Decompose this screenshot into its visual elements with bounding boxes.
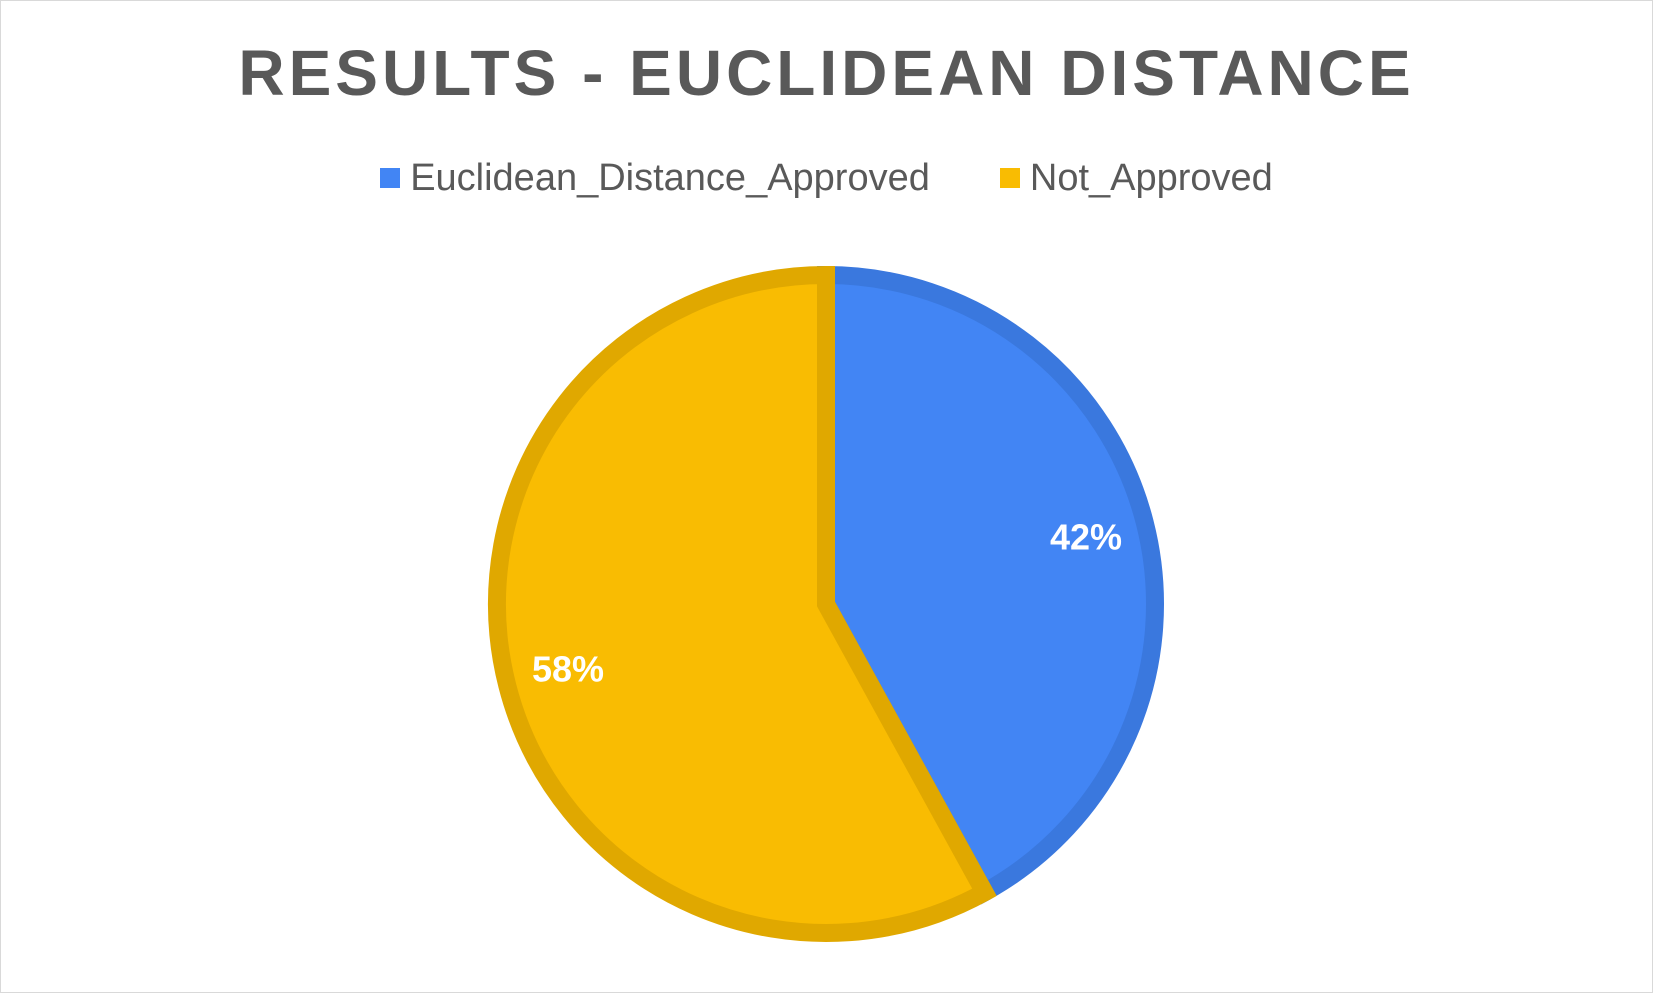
chart-title: RESULTS - EUCLIDEAN DISTANCE (238, 37, 1415, 109)
legend-swatch-not-approved (999, 168, 1020, 188)
legend-label-not-approved: Not_Approved (1029, 157, 1273, 199)
legend-label-approved: Euclidean_Distance_Approved (410, 157, 930, 199)
data-label-not-approved: 58% (532, 649, 604, 690)
legend: Euclidean_Distance_Approved Not_Approved (0, 155, 1653, 201)
legend-item-approved: Euclidean_Distance_Approved (380, 155, 930, 201)
legend-swatch-approved (380, 168, 401, 188)
legend-item-not-approved: Not_Approved (999, 155, 1273, 201)
data-label-approved: 42% (1050, 517, 1122, 558)
pie-slice-not-approved (488, 265, 997, 942)
